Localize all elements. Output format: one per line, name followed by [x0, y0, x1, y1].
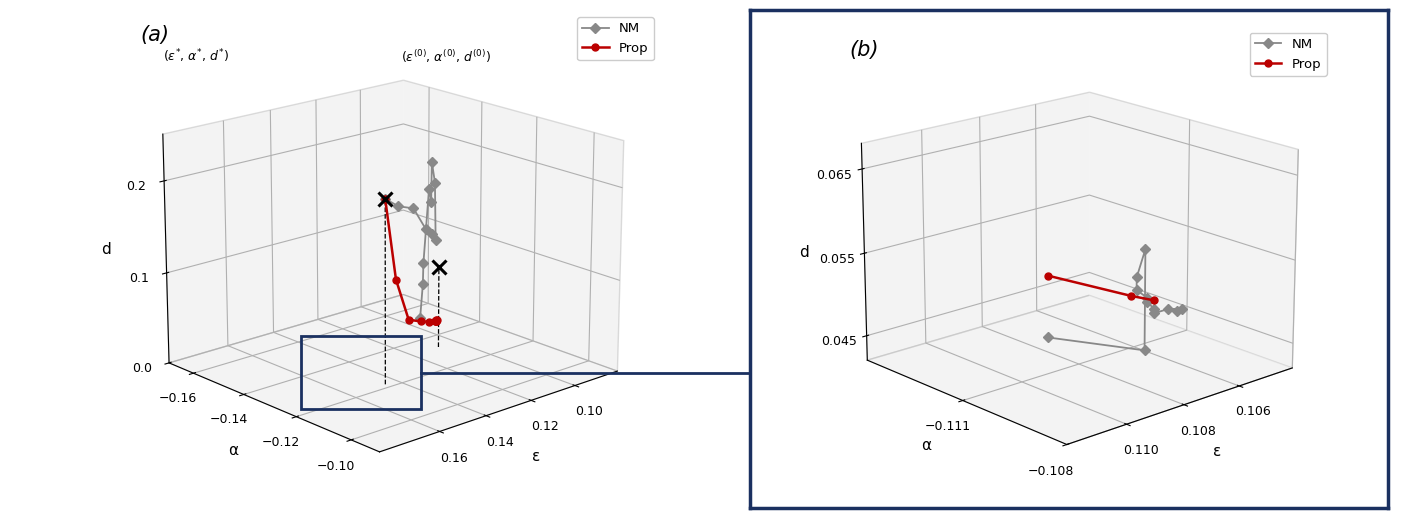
Legend: NM, Prop: NM, Prop	[1249, 33, 1326, 76]
Y-axis label: α: α	[921, 438, 931, 453]
Text: ($\epsilon^{(0)}$, $\alpha^{(0)}$, $d^{(0)}$): ($\epsilon^{(0)}$, $\alpha^{(0)}$, $d^{(…	[401, 48, 491, 66]
X-axis label: ε: ε	[1213, 444, 1221, 459]
X-axis label: ε: ε	[533, 449, 540, 464]
Text: (b): (b)	[850, 40, 879, 60]
Text: (a): (a)	[140, 26, 170, 45]
Text: ($\epsilon^{*}$, $\alpha^{*}$, $d^{*}$): ($\epsilon^{*}$, $\alpha^{*}$, $d^{*}$)	[163, 48, 229, 66]
Legend: NM, Prop: NM, Prop	[576, 17, 655, 60]
Y-axis label: α: α	[229, 443, 238, 458]
